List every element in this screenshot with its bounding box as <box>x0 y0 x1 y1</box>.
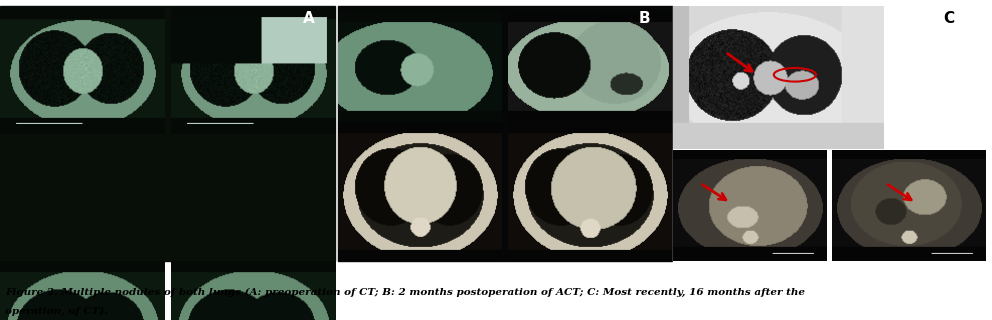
Bar <box>0 6 335 261</box>
Bar <box>338 6 672 261</box>
Text: C: C <box>943 11 954 26</box>
Bar <box>673 6 985 261</box>
Text: Figure 2. Multiple nodules of both lungs (A: preoperation of CT; B: 2 months pos: Figure 2. Multiple nodules of both lungs… <box>5 288 805 297</box>
Text: A: A <box>303 11 314 26</box>
Text: B: B <box>638 11 650 26</box>
Text: operation, of CT).: operation, of CT). <box>5 307 108 316</box>
